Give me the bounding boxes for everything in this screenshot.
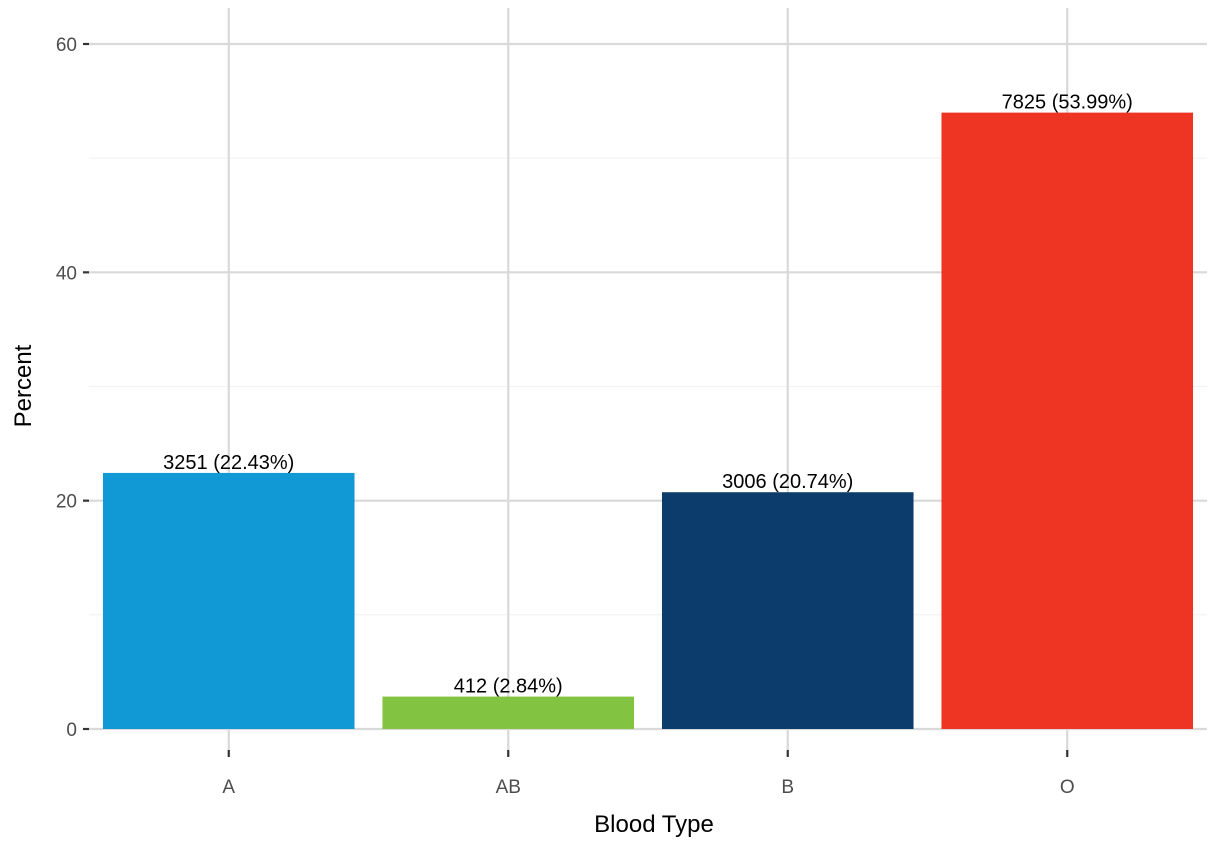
y-tick-label: 40 <box>56 263 77 284</box>
x-axis-title: Blood Type <box>594 811 714 838</box>
y-axis-title: Percent <box>10 344 37 427</box>
data-labels: 3251 (22.43%) 412 (2.84%) 3006 (20.74%) 782… <box>163 92 1133 698</box>
data-label-o: 7825 (53.99%) <box>1002 92 1133 114</box>
x-tick-label-a: A <box>222 777 235 798</box>
x-tick-label-b: B <box>781 777 794 798</box>
y-tick-label: 0 <box>66 720 77 741</box>
bar-ab <box>382 696 635 729</box>
axes: 0 20 40 60 A AB B O <box>56 35 1075 798</box>
bar-a <box>102 472 355 729</box>
bar-b <box>661 492 914 729</box>
bar-o <box>941 112 1194 730</box>
data-label-ab: 412 (2.84%) <box>454 676 563 698</box>
x-tick-label-ab: AB <box>496 777 521 798</box>
bars <box>102 112 1194 730</box>
x-tick-label-o: O <box>1060 777 1075 798</box>
data-label-b: 3006 (20.74%) <box>722 471 853 493</box>
data-label-a: 3251 (22.43%) <box>163 452 294 474</box>
y-tick-label: 20 <box>56 492 77 513</box>
y-tick-label: 60 <box>56 35 77 56</box>
